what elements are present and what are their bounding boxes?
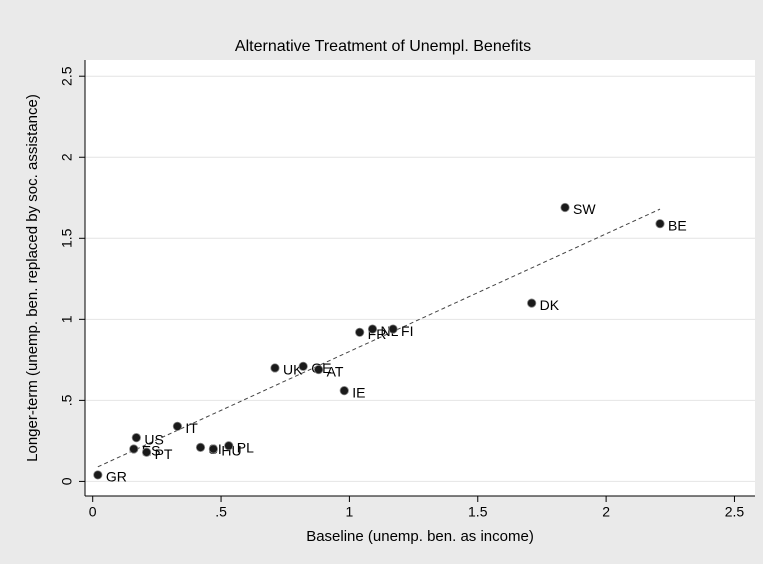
plot-region — [85, 60, 755, 496]
point-label: UK — [283, 362, 303, 378]
x-tick-label: 1.5 — [468, 504, 488, 520]
point — [560, 202, 570, 213]
chart-title: Alternative Treatment of Unempl. Benefit… — [235, 38, 531, 55]
x-tick-label: 1 — [346, 504, 354, 520]
point — [195, 442, 206, 452]
point — [131, 433, 141, 443]
x-axis-label: Baseline (unemp. ben. as income) — [306, 528, 534, 545]
point-label: IT — [185, 420, 198, 436]
fit-line — [97, 208, 661, 468]
y-tick-label: 2.5 — [59, 66, 75, 86]
x-tick-label: 0 — [89, 504, 97, 520]
x-tick-label: 2.5 — [725, 504, 745, 520]
point-label: BE — [668, 217, 687, 233]
point-label: PL — [237, 439, 254, 455]
point — [224, 441, 234, 451]
point-label: US — [144, 431, 163, 447]
y-tick-label: .5 — [59, 394, 75, 406]
y-tick-label: 0 — [59, 477, 75, 485]
marks: GRUSESPTITSIHUPLUKGEATIEFRNLFIDKSWBE — [93, 201, 687, 485]
point — [129, 444, 139, 454]
point — [388, 324, 398, 334]
y-axis-label: Longer-term (unemp. ben. replaced by soc… — [24, 94, 41, 462]
point — [270, 363, 280, 373]
y-tick-label: 2 — [59, 153, 75, 161]
point-label: FI — [401, 323, 413, 339]
grid — [85, 75, 755, 482]
point-label: SW — [573, 201, 596, 217]
point — [355, 327, 365, 337]
x-tick-label: 2 — [602, 504, 610, 520]
point — [142, 447, 152, 457]
point-label: PT — [155, 446, 173, 462]
point — [314, 364, 324, 375]
point-label: GR — [106, 469, 127, 485]
point — [367, 324, 378, 334]
x-tick-label: .5 — [215, 504, 227, 520]
point — [527, 298, 537, 308]
point — [655, 219, 665, 229]
point-label: DK — [540, 297, 560, 313]
y-tick-label: 1.5 — [59, 228, 75, 248]
point — [208, 444, 218, 454]
point-label: IE — [352, 384, 365, 400]
point-label: AT — [327, 363, 344, 379]
y-tick-label: 1 — [59, 315, 75, 323]
point — [93, 470, 103, 480]
point — [298, 361, 308, 371]
point — [172, 421, 183, 431]
point — [339, 386, 349, 396]
